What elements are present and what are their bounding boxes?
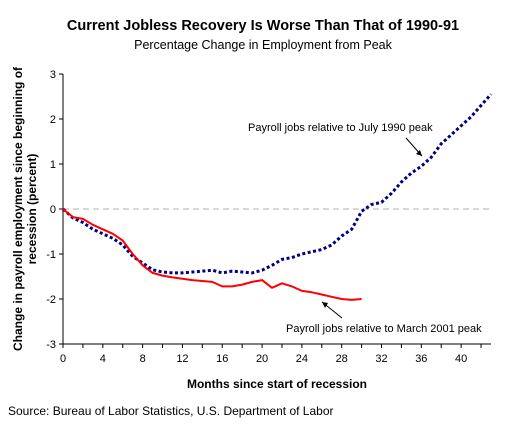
y-axis-label-line-2: recession (percent)	[25, 154, 39, 265]
annotation-march-2001: Payroll jobs relative to March 2001 peak	[286, 323, 482, 335]
x-tick-label: 8	[140, 353, 146, 365]
source-note: Source: Bureau of Labor Statistics, U.S.…	[8, 404, 334, 418]
arrowhead-1990	[416, 150, 422, 156]
chart-series	[61, 93, 493, 301]
x-tick-label: 24	[296, 353, 308, 365]
chart-subtitle: Percentage Change in Employment from Pea…	[134, 38, 392, 52]
arrowhead-2001	[322, 302, 328, 308]
y-tick-label: -1	[46, 249, 56, 261]
x-tick-label: 40	[455, 353, 467, 365]
x-tick-label: 0	[60, 353, 66, 365]
series-line-1	[61, 93, 493, 275]
x-tick-label: 16	[216, 353, 228, 365]
x-axis-label: Months since start of recession	[187, 377, 367, 391]
x-tick-label: 36	[415, 353, 427, 365]
y-tick-label: 2	[50, 114, 56, 126]
y-axis-label: Change in payroll employment since begin…	[11, 66, 39, 351]
chart-annotations: Payroll jobs relative to July 1990 peak P…	[248, 122, 482, 335]
y-tick-label: 1	[50, 159, 56, 171]
chart-axes	[62, 74, 491, 345]
y-axis-label-line-1: Change in payroll employment since begin…	[11, 66, 25, 351]
chart-title: Current Jobless Recovery Is Worse Than T…	[66, 18, 460, 34]
x-tick-label: 28	[336, 353, 348, 365]
y-tick-label: 0	[50, 204, 56, 216]
x-tick-label: 32	[375, 353, 387, 365]
x-tick-label: 4	[100, 353, 106, 365]
y-tick-label: -3	[46, 339, 56, 351]
series-line-2	[62, 208, 362, 301]
y-tick-label: -2	[46, 294, 56, 306]
annotation-july-1990: Payroll jobs relative to July 1990 peak	[248, 122, 433, 134]
x-tick-label: 12	[176, 353, 188, 365]
x-tick-label: 20	[256, 353, 268, 365]
y-tick-label: 3	[50, 69, 56, 81]
